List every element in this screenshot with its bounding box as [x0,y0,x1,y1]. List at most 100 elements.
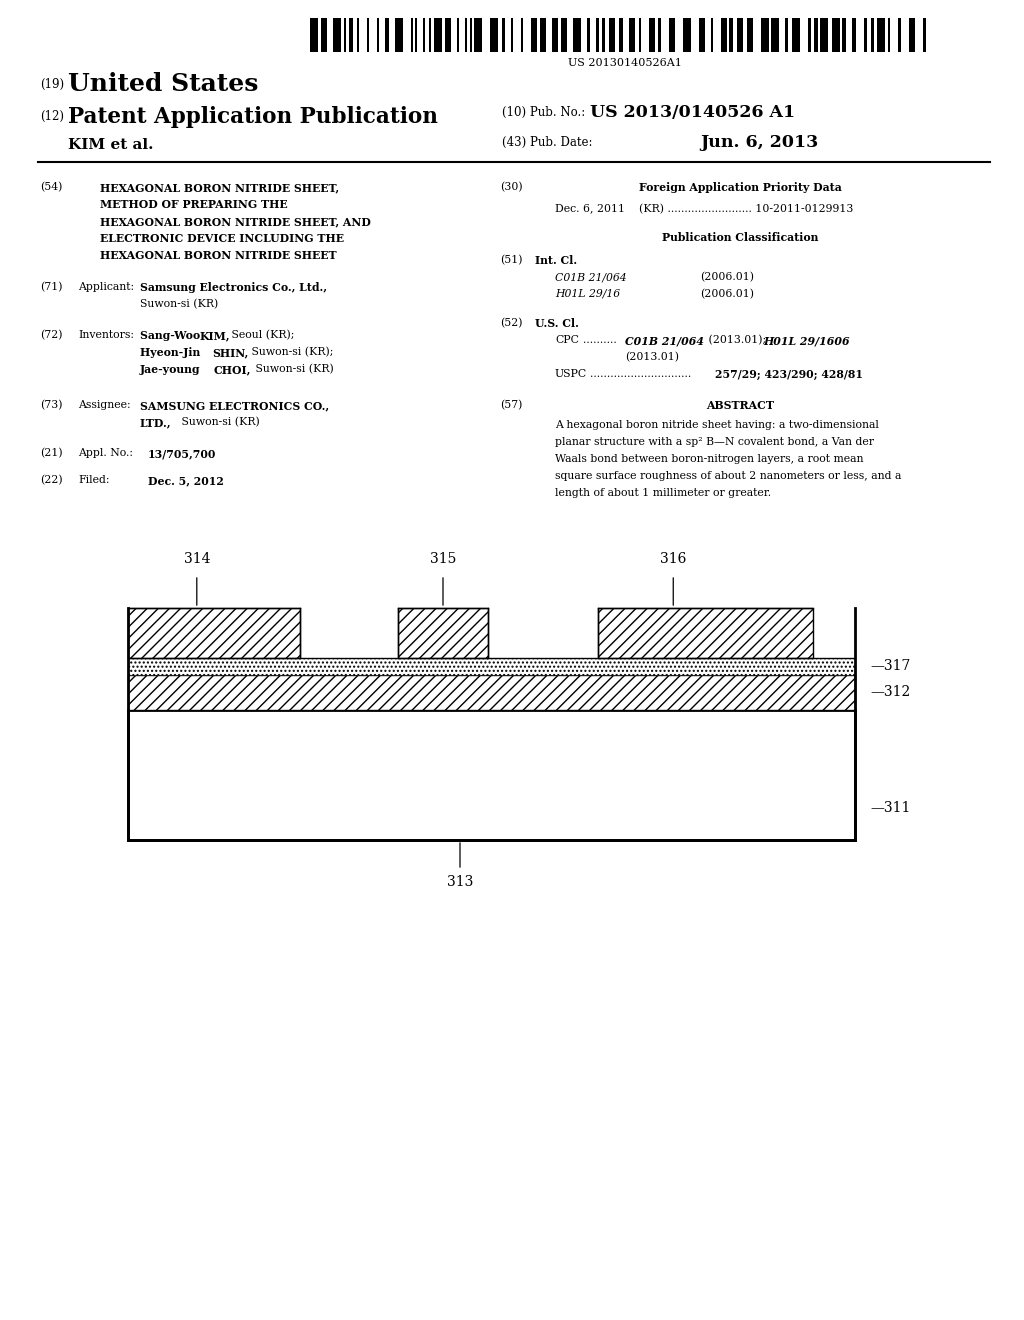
Text: 257/29; 423/290; 428/81: 257/29; 423/290; 428/81 [715,370,863,380]
Text: KIM,: KIM, [200,330,230,341]
Bar [128,657,855,675]
Text: (2013.01);: (2013.01); [705,335,770,346]
Text: Int. Cl.: Int. Cl. [535,255,578,267]
Text: —317: —317 [870,660,910,673]
Bar [609,18,615,51]
Bar [598,609,813,657]
Bar [587,18,590,51]
Text: Suwon-si (KR): Suwon-si (KR) [140,300,218,309]
Bar [639,18,641,51]
Text: (2006.01): (2006.01) [700,289,754,300]
Bar [842,18,846,51]
Text: (54): (54) [40,182,62,193]
Bar [771,18,779,51]
Text: A hexagonal boron nitride sheet having: a two-dimensional: A hexagonal boron nitride sheet having: … [555,420,879,430]
Bar [128,710,855,840]
Text: Filed:: Filed: [78,475,110,484]
Bar [683,18,691,51]
Text: Foreign Application Priority Data: Foreign Application Priority Data [639,182,842,193]
Text: HEXAGONAL BORON NITRIDE SHEET, AND: HEXAGONAL BORON NITRIDE SHEET, AND [100,216,371,227]
Text: C01B 21/064: C01B 21/064 [555,272,627,282]
Bar [898,18,901,51]
Bar [552,18,558,51]
Text: H01L 29/16: H01L 29/16 [555,289,621,300]
Text: Publication Classification: Publication Classification [662,232,818,243]
Text: square surface roughness of about 2 nanometers or less, and a: square surface roughness of about 2 nano… [555,471,901,480]
Text: Inventors:: Inventors: [78,330,134,341]
Bar [888,18,890,51]
Bar [398,609,488,657]
Bar [434,18,442,51]
Bar [877,18,885,51]
Bar [602,18,605,51]
Bar [852,18,856,51]
Bar [699,18,705,51]
Bar [573,18,581,51]
Bar [465,18,467,51]
Text: 316: 316 [660,552,686,566]
Bar [909,18,915,51]
Text: 13/705,700: 13/705,700 [148,447,216,459]
Text: (57): (57) [500,400,522,411]
Bar [445,18,451,51]
Bar [649,18,655,51]
Text: (43) Pub. Date:: (43) Pub. Date: [502,136,593,149]
Text: CHOI,: CHOI, [214,364,251,375]
Bar [792,18,800,51]
Bar [310,18,318,51]
Text: (10) Pub. No.:: (10) Pub. No.: [502,106,586,119]
Text: LTD.,: LTD., [140,417,171,428]
Bar [490,18,498,51]
Text: —311: —311 [870,800,910,814]
Text: (2013.01): (2013.01) [625,352,679,362]
Bar [923,18,926,51]
Text: ..........: .......... [583,335,621,345]
Bar [629,18,635,51]
Text: (2006.01): (2006.01) [700,272,754,282]
Text: planar structure with a sp² B—N covalent bond, a Van der: planar structure with a sp² B—N covalent… [555,437,874,447]
Text: 315: 315 [430,552,456,566]
Text: Suwon-si (KR): Suwon-si (KR) [178,417,260,428]
Bar [596,18,599,51]
Bar [864,18,867,51]
Text: Appl. No.:: Appl. No.: [78,447,133,458]
Bar [737,18,743,51]
Text: Samsung Electronics Co., Ltd.,: Samsung Electronics Co., Ltd., [140,282,327,293]
Text: —312: —312 [870,685,910,700]
Text: (52): (52) [500,318,522,329]
Text: SHIN,: SHIN, [212,347,248,358]
Text: (19): (19) [40,78,65,91]
Bar [531,18,537,51]
Bar [128,609,300,657]
Text: Sang-Woo: Sang-Woo [140,330,204,341]
Bar [721,18,727,51]
Text: United States: United States [68,73,258,96]
Bar [357,18,359,51]
Bar [511,18,513,51]
Bar [618,18,623,51]
Bar [377,18,379,51]
Bar [521,18,523,51]
Bar [470,18,472,51]
Text: ELECTRONIC DEVICE INCLUDING THE: ELECTRONIC DEVICE INCLUDING THE [100,234,344,244]
Text: CPC: CPC [555,335,579,345]
Text: USPC: USPC [555,370,587,379]
Bar [415,18,417,51]
Text: 314: 314 [183,552,210,566]
Bar [785,18,788,51]
Text: length of about 1 millimeter or greater.: length of about 1 millimeter or greater. [555,488,771,498]
Bar [669,18,675,51]
Text: (51): (51) [500,255,522,265]
Text: Suwon-si (KR);: Suwon-si (KR); [248,347,334,358]
Bar [711,18,713,51]
Text: METHOD OF PREPARING THE: METHOD OF PREPARING THE [100,199,288,210]
Text: KIM et al.: KIM et al. [68,139,154,152]
Text: Waals bond between boron-nitrogen layers, a root mean: Waals bond between boron-nitrogen layers… [555,454,863,465]
Text: Suwon-si (KR): Suwon-si (KR) [252,364,334,375]
Text: Dec. 6, 2011    (KR) ......................... 10-2011-0129913: Dec. 6, 2011 (KR) ......................… [555,205,853,214]
Text: Dec. 5, 2012: Dec. 5, 2012 [148,475,224,486]
Bar [333,18,341,51]
Text: Jun. 6, 2013: Jun. 6, 2013 [700,135,818,150]
Bar [367,18,369,51]
Bar [411,18,413,51]
